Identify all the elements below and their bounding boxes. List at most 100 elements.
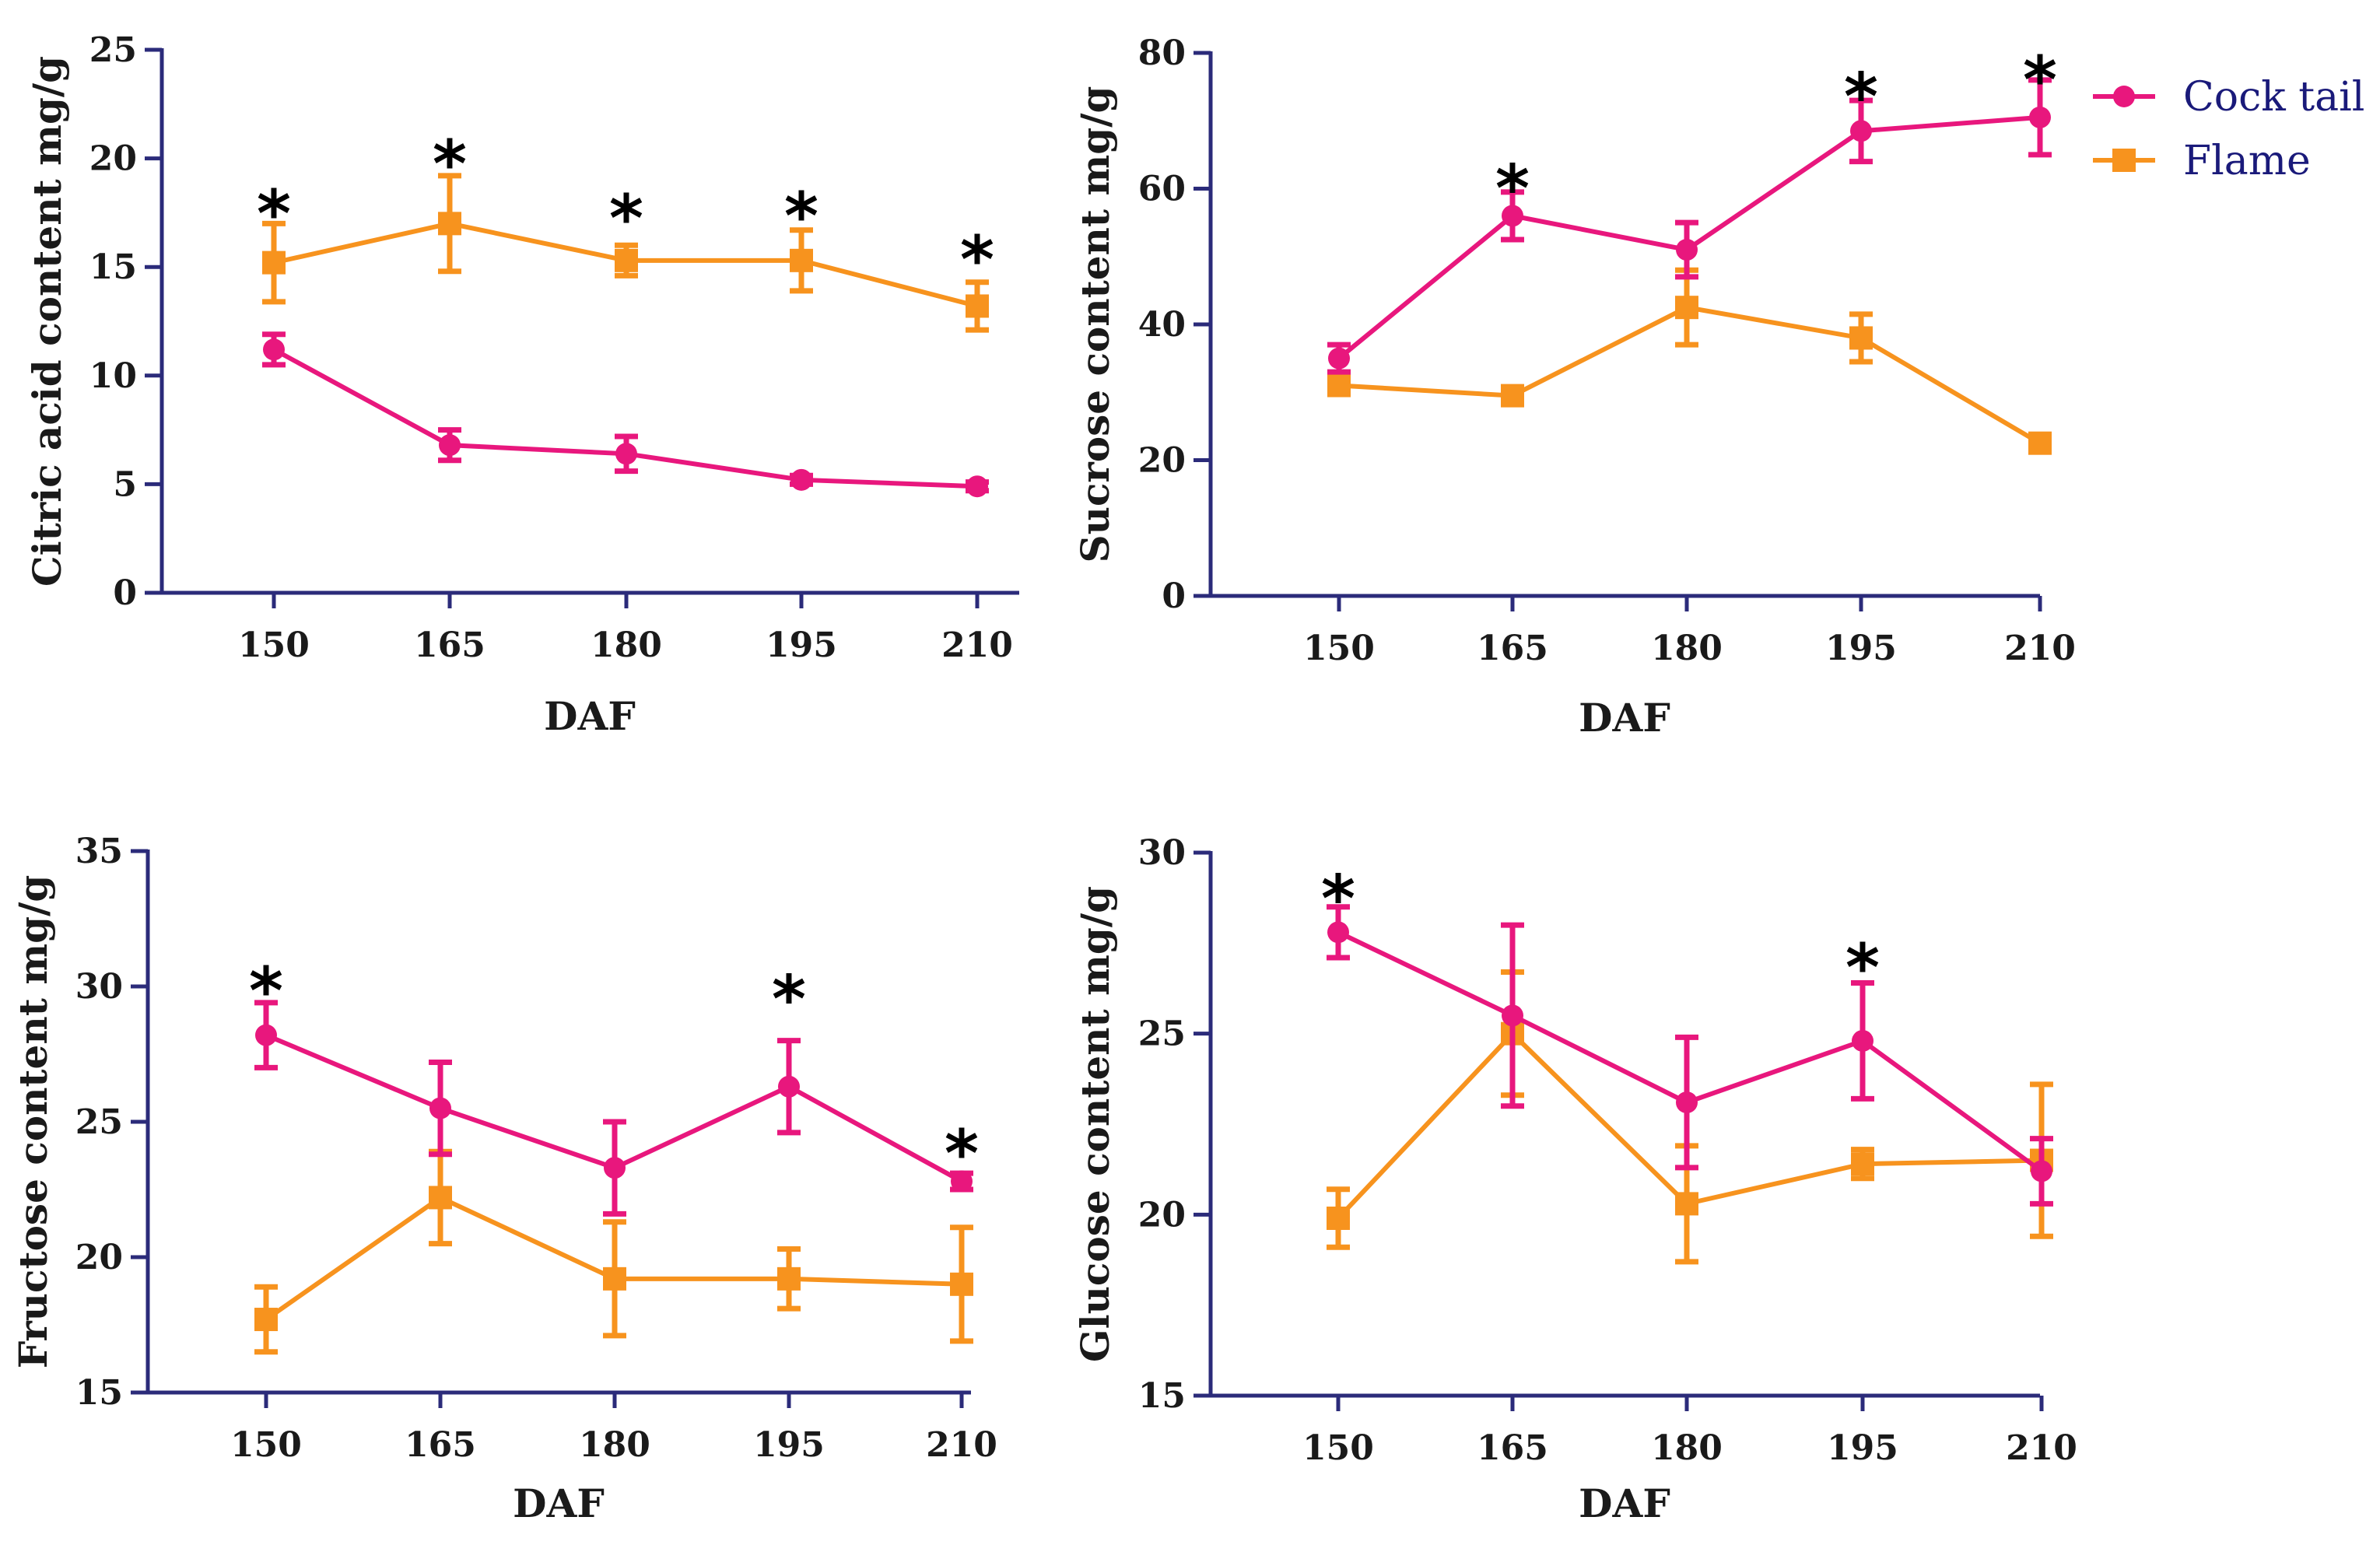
x-axis-title: DAF [544,693,636,739]
data-point-flame [1501,384,1524,408]
x-tick-label: 195 [1825,629,1897,668]
x-tick-label: 165 [1477,1428,1548,1468]
y-tick-label: 30 [75,967,123,1007]
data-point-cocktail [1328,347,1350,370]
x-tick-label: 150 [1302,1428,1374,1468]
y-tick-label: 20 [1138,441,1186,481]
data-point-flame [1327,373,1351,398]
data-point-flame [950,1272,973,1296]
x-tick-label: 210 [2006,1428,2077,1468]
y-tick-label: 60 [1138,170,1186,209]
data-point-flame [1675,296,1698,320]
y-tick-label: 20 [1138,1195,1186,1235]
data-point-cocktail [604,1157,626,1179]
data-point-cocktail [2029,106,2051,128]
y-tick-label: 15 [1138,1376,1186,1416]
y-tick-label: 25 [1138,1014,1186,1054]
significance-marker: * [609,180,643,257]
x-tick-label: 150 [238,625,310,665]
x-axis-title: DAF [513,1480,605,1526]
data-point-cocktail [951,1170,973,1193]
significance-marker: * [1321,861,1355,937]
y-axis-title: Glucose content mg/g [1072,886,1118,1362]
data-point-cocktail [1676,239,1698,261]
data-point-flame [615,248,638,272]
data-point-flame [603,1266,626,1291]
y-tick-label: 15 [75,1373,123,1413]
data-point-cocktail [790,468,812,491]
significance-marker: * [1845,930,1880,1006]
data-point-cocktail [615,443,637,465]
data-point-flame [2028,431,2052,455]
data-point-flame [966,294,989,318]
significance-marker: * [784,178,818,254]
data-point-cocktail [1676,1091,1698,1114]
y-tick-label: 10 [89,356,137,396]
significance-marker: * [2023,42,2057,118]
x-tick-label: 210 [926,1425,997,1465]
panel-glucose: 15 20 25 30 150 165 180 195 210 DAF Glucose conten… [1072,833,2077,1526]
y-tick-label: 0 [1162,576,1186,616]
data-point-flame [438,212,461,236]
data-point-cocktail [439,434,461,457]
x-tick-label: 180 [1651,629,1723,668]
data-point-flame [777,1266,801,1291]
y-tick-label: 20 [75,1238,123,1277]
data-point-flame [1849,326,1873,350]
y-tick-label: 20 [89,139,137,179]
data-point-cocktail [1502,205,1523,227]
y-tick-label: 15 [89,247,137,287]
x-tick-label: 180 [1651,1428,1723,1468]
data-point-cocktail [255,1024,277,1046]
legend: Cock tail Flame [2093,74,2364,184]
x-tick-label: 195 [1827,1428,1898,1468]
data-point-cocktail [263,338,285,361]
data-point-cocktail [1327,921,1349,944]
x-tick-label: 150 [230,1425,302,1465]
series-line-flame [1336,1030,2042,1221]
x-tick-label: 165 [405,1425,476,1465]
significance-marker: * [249,953,283,1029]
data-point-flame [254,1308,278,1332]
data-point-cocktail [429,1097,451,1119]
y-tick-label: 25 [89,30,137,70]
x-tick-label: 210 [941,625,1013,665]
y-tick-label: 5 [113,464,137,504]
data-point-cocktail [1502,1004,1523,1027]
data-point-cocktail [966,475,988,498]
data-point-flame [790,248,813,272]
y-tick-label: 40 [1138,305,1186,345]
significance-marker: * [1844,59,1878,135]
significance-marker: * [772,961,806,1037]
significance-marker: * [960,222,994,298]
y-axis-title: Sucrose content mg/g [1072,86,1118,563]
x-tick-label: 165 [414,625,485,665]
y-tick-label: 80 [1138,33,1186,73]
significance-marker: * [1495,150,1530,226]
y-tick-label: 0 [113,573,137,613]
data-point-cocktail [778,1075,800,1098]
panel-sucrose: 0 20 40 60 80 150 165 180 195 210 DAF Sucrose conte… [1072,33,2076,741]
x-tick-label: 195 [753,1425,825,1465]
data-point-flame [1851,1152,1874,1176]
series-line-cocktail [1337,930,2043,1173]
x-tick-label: 210 [2004,629,2076,668]
legend-marker-square [2112,149,2136,172]
y-tick-label: 35 [75,832,123,871]
y-tick-label: 30 [1138,833,1186,873]
y-axis-title: Citric acid content mg/g [24,56,70,587]
legend-label: Flame [2183,138,2311,184]
data-point-cocktail [2031,1160,2052,1182]
x-axis-title: DAF [1579,695,1670,741]
panel-fructose: 15 20 25 30 35 150 165 180 195 210 DAF Fructose con… [10,832,997,1526]
data-point-cocktail [1850,120,1872,142]
data-point-flame [1327,1206,1350,1230]
data-point-flame [262,250,286,275]
y-axis-title: Fructose content mg/g [10,875,56,1369]
legend-label: Cock tail [2183,74,2364,121]
x-tick-label: 150 [1303,629,1375,668]
panel-citric-acid: 0 5 10 15 20 25 150 165 180 195 210 DAF Citric acid … [24,30,1019,739]
data-point-cocktail [1852,1029,1874,1052]
significance-marker: * [257,176,291,252]
